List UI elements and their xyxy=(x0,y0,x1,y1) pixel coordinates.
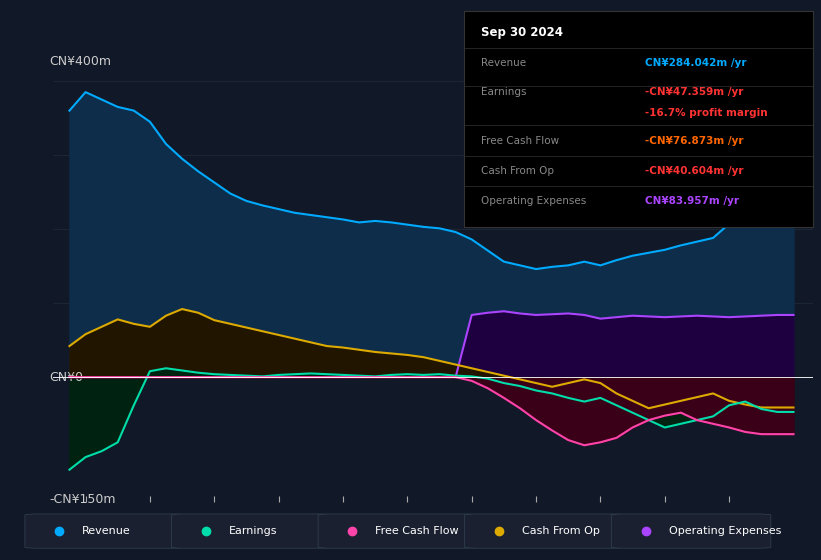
Text: Revenue: Revenue xyxy=(82,526,131,535)
Text: Free Cash Flow: Free Cash Flow xyxy=(481,136,559,146)
Text: Sep 30 2024: Sep 30 2024 xyxy=(481,26,563,39)
Text: Operating Expenses: Operating Expenses xyxy=(481,196,586,206)
FancyBboxPatch shape xyxy=(25,514,185,548)
Text: CN¥0: CN¥0 xyxy=(49,371,84,384)
FancyBboxPatch shape xyxy=(465,514,624,548)
Text: Cash From Op: Cash From Op xyxy=(481,166,554,176)
Text: -16.7% profit margin: -16.7% profit margin xyxy=(645,108,768,118)
Text: CN¥400m: CN¥400m xyxy=(49,55,112,68)
Text: -CN¥40.604m /yr: -CN¥40.604m /yr xyxy=(645,166,744,176)
Text: Revenue: Revenue xyxy=(481,58,526,68)
Text: Earnings: Earnings xyxy=(229,526,277,535)
Text: -CN¥76.873m /yr: -CN¥76.873m /yr xyxy=(645,136,744,146)
Text: Operating Expenses: Operating Expenses xyxy=(668,526,781,535)
FancyBboxPatch shape xyxy=(172,514,331,548)
Text: CN¥83.957m /yr: CN¥83.957m /yr xyxy=(645,196,739,206)
Text: Earnings: Earnings xyxy=(481,87,527,97)
Text: Cash From Op: Cash From Op xyxy=(522,526,600,535)
Text: -CN¥47.359m /yr: -CN¥47.359m /yr xyxy=(645,87,744,97)
FancyBboxPatch shape xyxy=(612,514,771,548)
Text: Free Cash Flow: Free Cash Flow xyxy=(375,526,459,535)
FancyBboxPatch shape xyxy=(318,514,478,548)
Text: -CN¥150m: -CN¥150m xyxy=(49,493,116,506)
Text: CN¥284.042m /yr: CN¥284.042m /yr xyxy=(645,58,747,68)
